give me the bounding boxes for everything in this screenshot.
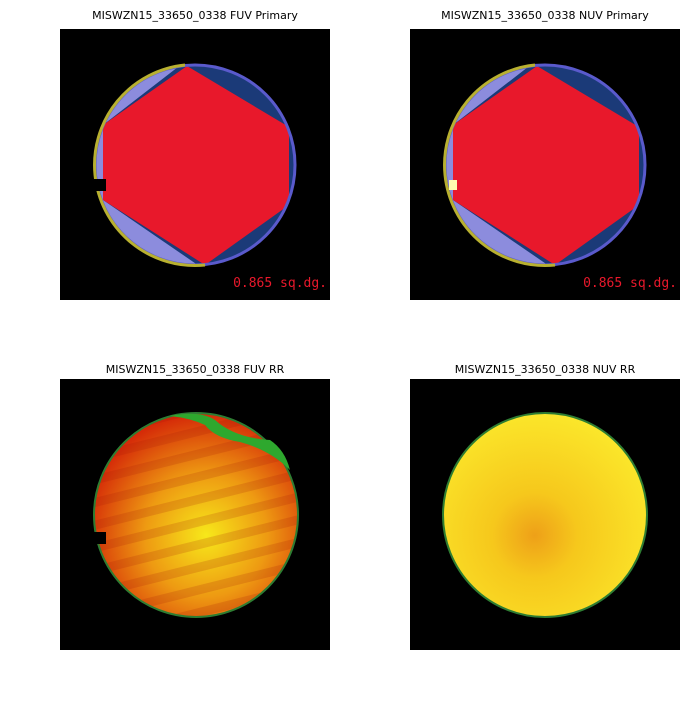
outline (443, 63, 556, 267)
spot (449, 180, 457, 190)
panel-title: MISWZN15_33650_0338 FUV RR (106, 363, 285, 376)
panel-title: MISWZN15_33650_0338 NUV RR (455, 363, 636, 376)
stripes (95, 414, 297, 616)
edge-region (170, 413, 290, 470)
panel-title: MISWZN15_33650_0338 FUV Primary (92, 9, 298, 22)
rr-map (442, 412, 648, 618)
notch (86, 179, 106, 191)
outline (93, 63, 206, 267)
area-label: 0.865 sq.dg. (583, 276, 677, 291)
notch (90, 532, 106, 544)
area-label: 0.865 sq.dg. (233, 276, 327, 291)
panel-title: MISWZN15_33650_0338 NUV Primary (441, 9, 649, 22)
